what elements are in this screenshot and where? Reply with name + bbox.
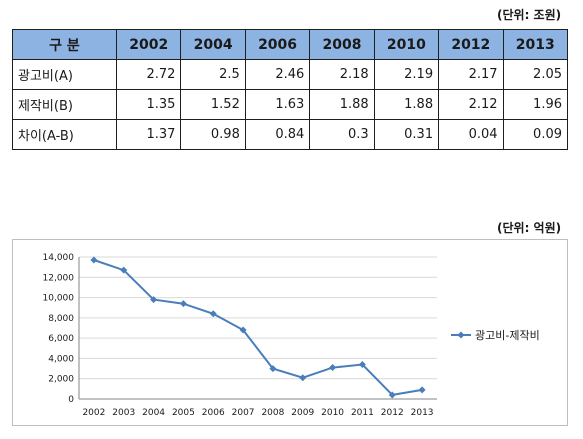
table-cell: 1.88 [309,89,375,120]
data-point [179,300,187,308]
table-row: 차이(A-B) 1.37 0.98 0.84 0.3 0.31 0.04 0.0… [12,119,569,150]
line-chart-svg: 0 2,000 4,000 6,000 8,000 10,000 12,000 14,000 2… [43,253,540,418]
data-point [239,326,247,334]
x-tick-label: 2007 [232,408,255,418]
line-chart: 0 2,000 4,000 6,000 8,000 10,000 12,000 14,000 2… [12,239,568,426]
y-tick-label: 8,000 [48,314,74,324]
x-tick-label: 2006 [202,408,225,418]
table-cell: 2.72 [115,59,182,90]
y-tick-label: 14,000 [43,253,75,263]
table-cell: 0.04 [438,119,504,150]
table-cell: 2.19 [373,59,440,90]
table-header-row: 구 분 2002 2004 2006 2008 2010 2012 2013 [12,29,569,60]
table-cell: 2.18 [309,59,375,90]
data-point [150,296,158,304]
x-tick-label: 2002 [82,408,105,418]
x-tick-label: 2008 [261,408,284,418]
y-tick-label: 4,000 [48,354,74,364]
table-cell: 1.96 [502,89,569,120]
data-point [209,310,217,318]
table-cell: 1.88 [373,89,440,120]
y-tick-label: 10,000 [43,294,75,304]
table-cell: 2.17 [438,59,504,90]
legend-marker [457,331,465,339]
y-tick-label: 12,000 [43,273,75,283]
x-tick-label: 2009 [291,408,314,418]
x-tick-label: 2012 [381,408,404,418]
year-header: 2006 [244,29,311,60]
series-line [93,259,423,396]
data-point [388,391,396,399]
table-cell: 2.05 [502,59,569,90]
data-point [269,365,277,373]
table-cell: 0.98 [180,119,246,150]
year-header: 2004 [180,29,246,60]
y-tick-label: 0 [68,395,74,405]
year-header: 2012 [438,29,504,60]
table-cell: 0.31 [373,119,440,150]
year-header: 2010 [373,29,440,60]
y-tick-label: 6,000 [48,334,74,344]
table-cell: 2.46 [244,59,311,90]
row-label: 광고비(A) [12,59,117,90]
y-tick-label: 2,000 [48,375,74,385]
legend-label: 광고비-제작비 [475,329,540,342]
table-cell: 2.12 [438,89,504,120]
x-tick-label: 2011 [351,408,374,418]
data-point [90,256,98,264]
table-cell: 1.52 [180,89,246,120]
data-point [358,361,366,369]
table-row: 광고비(A) 2.72 2.5 2.46 2.18 2.19 2.17 2.05 [12,59,569,90]
x-tick-label: 2004 [142,408,165,418]
chart-unit-label: (단위: 억원) [497,221,562,235]
row-label: 차이(A-B) [12,119,117,150]
x-tick-label: 2005 [172,408,195,418]
data-table: 구 분 2002 2004 2006 2008 2010 2012 2013 광… [12,29,569,150]
table-cell: 0.09 [502,119,569,150]
table-cell: 0.3 [309,119,375,150]
year-header: 2013 [502,29,569,60]
x-tick-label: 2013 [411,408,434,418]
table-cell: 1.37 [115,119,182,150]
table-row: 제작비(B) 1.35 1.52 1.63 1.88 1.88 2.12 1.9… [12,89,569,120]
x-tick-label: 2010 [321,408,344,418]
table-cell: 1.35 [115,89,182,120]
table-cell: 0.84 [244,119,311,150]
data-point [329,364,337,372]
table-unit-label: (단위: 조원) [497,8,562,22]
table-cell: 2.5 [180,59,246,90]
year-header: 2008 [309,29,375,60]
row-label: 제작비(B) [12,89,117,120]
year-header: 2002 [115,29,182,60]
data-point [418,386,426,394]
x-tick-label: 2003 [112,408,135,418]
data-point [299,374,307,382]
table-cell: 1.63 [244,89,311,120]
table-header-label: 구 분 [12,29,117,60]
data-point [120,266,128,274]
